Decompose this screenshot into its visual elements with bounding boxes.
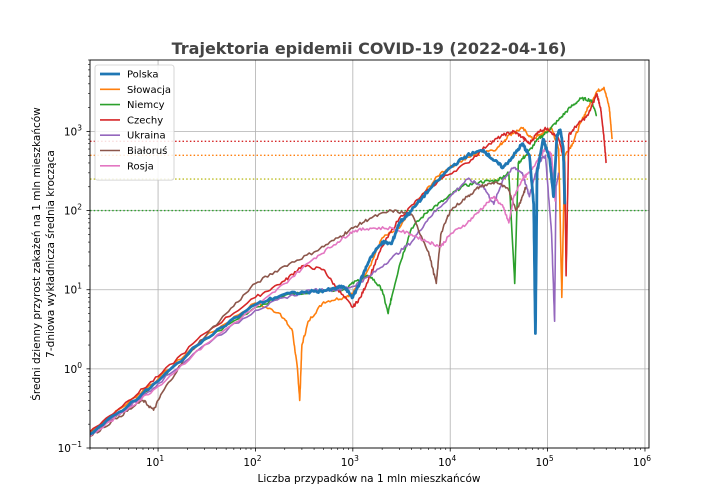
series-line-słowacja [90, 86, 613, 433]
legend-label: Słowacja [127, 85, 171, 96]
y-axis: 10−1 100 101 102 103 [58, 59, 90, 455]
legend-label: Ukraina [127, 131, 166, 142]
legend-box [94, 64, 175, 181]
reference-lines [90, 140, 649, 212]
y-tick-label: 10−1 [58, 440, 83, 455]
series-line-polska [90, 128, 567, 436]
legend-label: Polska [127, 70, 159, 81]
y-axis-label-line2: 7-dniowa wykładnicza średnia krocząca [45, 150, 57, 358]
legend-label: Czechy [127, 115, 163, 126]
chart-title: Trajektoria epidemii COVID-19 (2022-04-1… [172, 39, 567, 58]
series-line-ukraina [90, 154, 560, 435]
y-tick-label: 103 [64, 123, 82, 138]
y-tick-label: 100 [64, 361, 82, 376]
y-tick-label: 102 [64, 203, 82, 218]
series-group [90, 86, 613, 438]
series-line-białoruś [90, 181, 527, 438]
legend-label: Niemcy [127, 100, 165, 111]
y-axis-label-line1: Średni dzienny przyrost zakażeń na 1 mln… [30, 107, 43, 401]
legend-label: Białoruś [127, 145, 167, 157]
y-tick-label: 101 [64, 282, 82, 297]
plot-frame [89, 59, 650, 449]
series-line-czechy [90, 92, 607, 433]
legend: Polska Słowacja Niemcy Czechy Ukraina Białoru… [94, 64, 175, 181]
series-line-rosja [90, 147, 557, 437]
legend-label: Rosja [127, 161, 154, 172]
x-axis-label: Liczba przypadków na 1 mln mieszkańców [258, 473, 481, 485]
